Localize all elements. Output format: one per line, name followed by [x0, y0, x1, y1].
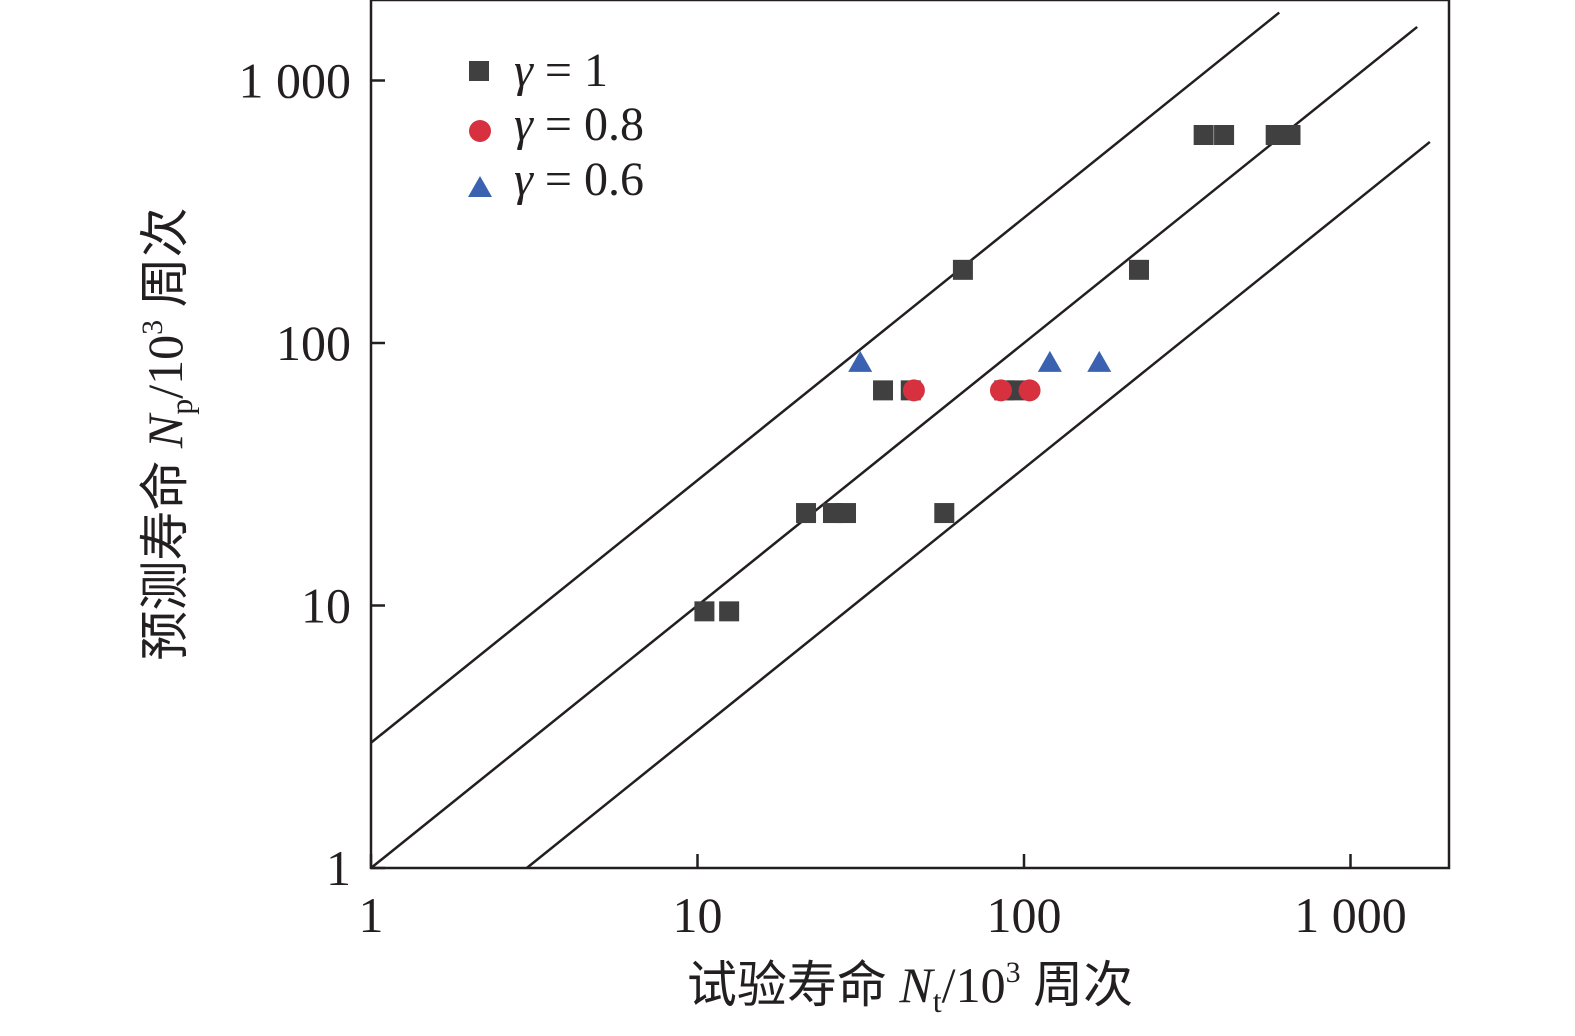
data-point-square — [1280, 124, 1301, 145]
data-point-circle — [989, 379, 1012, 402]
legend-symbol: γ — [514, 98, 534, 151]
x-axis-ticks: 1 10 100 1 000 — [359, 854, 1407, 943]
reference-line-0 — [371, 11, 1281, 744]
legend: γ = 1 γ = 0.8 γ = 0.6 — [468, 44, 644, 206]
legend-label-1: γ = 0.8 — [514, 98, 644, 151]
data-point-circle — [902, 379, 925, 402]
y-axis-title-superscript: 3 — [136, 320, 169, 335]
y-axis-title-unit: 周次 — [137, 207, 193, 320]
legend-value: = 0.6 — [533, 153, 644, 206]
legend-value: = 1 — [533, 44, 608, 97]
x-axis-title-unit: 周次 — [1021, 957, 1134, 1013]
data-point-square — [796, 503, 817, 524]
x-tick-label: 1 — [359, 887, 384, 943]
legend-marker-circle — [469, 120, 491, 142]
x-axis-title-suffix: /10 — [942, 957, 1006, 1013]
data-point-square — [873, 380, 894, 401]
data-point-square — [836, 503, 857, 524]
x-tick-label: 10 — [673, 887, 723, 943]
legend-item-0: γ = 1 — [469, 44, 608, 97]
data-point-square — [952, 259, 973, 280]
y-axis-title-prefix: 预测寿命 — [137, 448, 193, 661]
reference-line-2 — [525, 140, 1431, 868]
y-tick-label: 1 — [326, 840, 351, 896]
legend-item-1: γ = 0.8 — [469, 98, 644, 151]
y-tick-label: 10 — [301, 578, 351, 634]
data-markers — [694, 124, 1301, 622]
y-axis-title: 预测寿命 Np/103 周次 — [136, 207, 199, 660]
reference-lines — [371, 11, 1431, 868]
x-axis-title: 试验寿命 Nt/103 周次 — [687, 956, 1133, 1019]
legend-label-0: γ = 1 — [514, 44, 608, 97]
y-axis-title-symbol: N — [137, 412, 193, 449]
plot-frame — [369, 0, 1451, 870]
legend-value: = 0.8 — [533, 98, 644, 151]
data-point-square — [694, 601, 715, 622]
data-point-square — [1214, 124, 1235, 145]
x-axis-title-superscript: 3 — [1006, 956, 1021, 989]
data-point-square — [1193, 124, 1214, 145]
legend-symbol: γ — [514, 44, 534, 97]
y-tick-label: 100 — [276, 315, 351, 371]
data-point-circle — [1018, 379, 1041, 402]
x-axis-title-symbol: N — [898, 957, 935, 1013]
x-tick-label: 1 000 — [1294, 887, 1407, 943]
legend-symbol: γ — [514, 153, 534, 206]
y-axis-title-subscript: p — [163, 399, 199, 415]
reference-line-1 — [371, 25, 1418, 868]
data-point-triangle — [848, 350, 873, 372]
legend-marker-square — [469, 61, 489, 81]
x-tick-label: 100 — [987, 887, 1062, 943]
y-axis-title-suffix: /10 — [137, 335, 193, 399]
data-point-square — [719, 601, 740, 622]
x-axis-title-subscript: t — [933, 983, 942, 1019]
y-axis-ticks: 1 10 100 1 000 — [239, 53, 385, 896]
legend-marker-triangle — [468, 176, 492, 197]
data-point-square — [1128, 259, 1149, 280]
data-point-triangle — [1087, 350, 1112, 372]
data-point-square — [934, 503, 955, 524]
x-axis-title-prefix: 试验寿命 — [687, 957, 900, 1013]
y-tick-label: 1 000 — [239, 53, 352, 109]
data-point-triangle — [1037, 350, 1062, 372]
legend-item-2: γ = 0.6 — [468, 153, 644, 206]
legend-label-2: γ = 0.6 — [514, 153, 644, 206]
